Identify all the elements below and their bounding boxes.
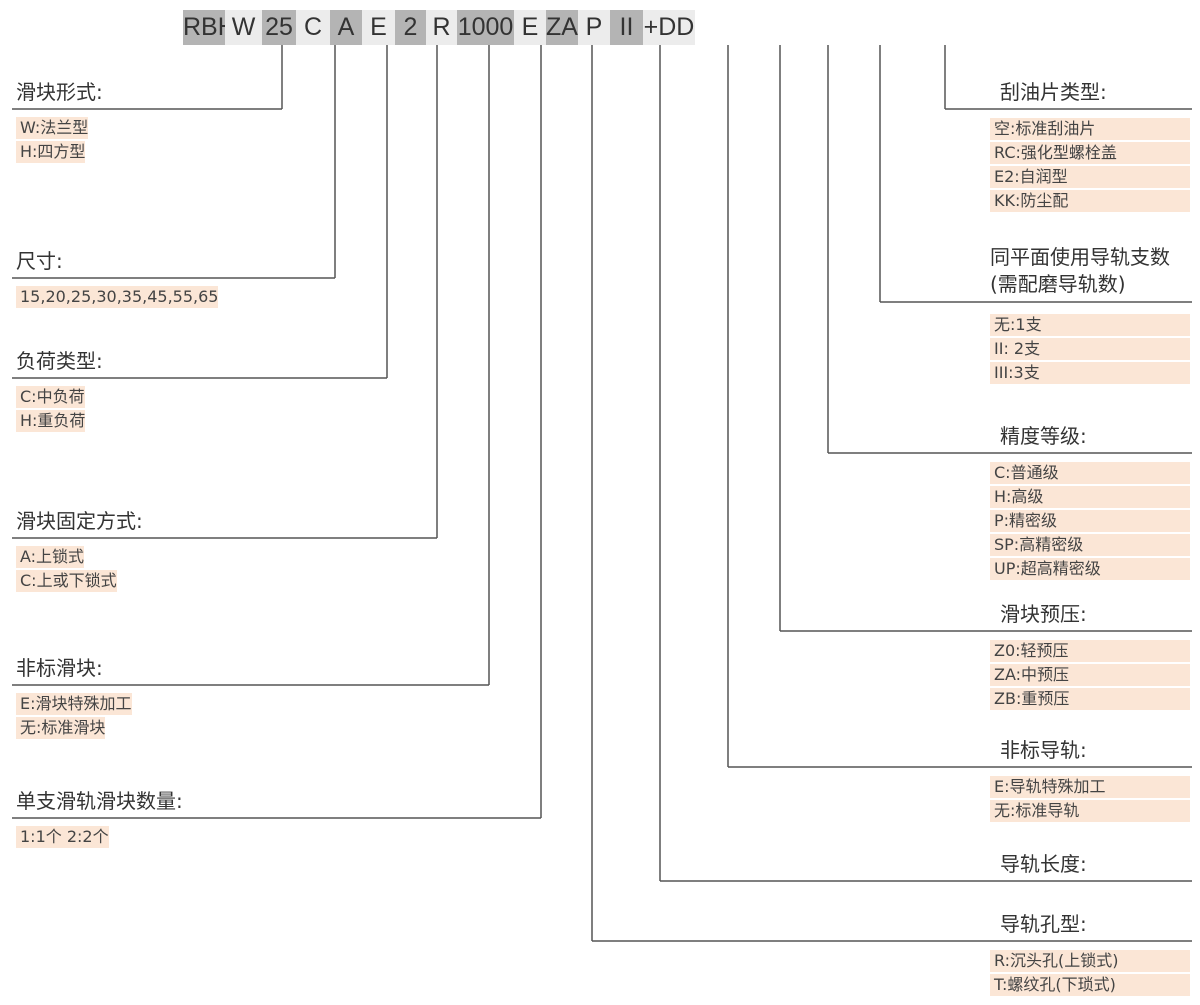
option-item: R:沉头孔(上锁式) [990,950,1190,972]
option-list: 15,20,25,30,35,45,55,65 [16,286,219,310]
code-segment: +DD [643,10,695,45]
group-title: 导轨孔型: [1000,912,1087,936]
group-title: 滑块预压: [1000,602,1087,626]
option-item: E2:自润型 [990,166,1190,188]
option-item: RC:强化型螺栓盖 [990,142,1190,164]
option-item: SP:高精密级 [990,534,1190,556]
option-item: W:法兰型 [16,117,89,139]
code-segment: RBH [183,10,236,45]
option-item: T:螺纹孔(下琐式) [990,974,1190,996]
group-title: 非标导轨: [1000,738,1087,762]
group-title: 滑块固定方式: [16,509,143,533]
option-item: P:精密级 [990,510,1190,532]
code-segment: A [330,10,362,45]
code-segment: ZA [546,10,578,45]
option-item: 无:标准导轨 [990,800,1190,822]
code-segment: II [610,10,643,45]
option-list: 无:1支 II: 2支 III:3支 [990,314,1190,386]
option-item: C:上或下锁式 [16,570,117,592]
option-item: 15,20,25,30,35,45,55,65 [16,286,219,308]
option-list: C:普通级 H:高级 P:精密级 SP:高精密级 UP:超高精密级 [990,462,1190,582]
option-item: 空:标准刮油片 [990,118,1190,140]
code-segment: 2 [395,10,426,45]
option-item: ZB:重预压 [990,688,1190,710]
option-item: 无:标准滑块 [16,717,106,739]
option-item: H:四方型 [16,141,86,163]
group-title: 单支滑轨滑块数量: [16,789,183,813]
group-title: 同平面使用导轨支数 [990,245,1170,269]
option-item: C:中负荷 [16,386,85,408]
option-item: ZA:中预压 [990,664,1190,686]
code-segment: E [514,10,546,45]
group-subtitle: (需配磨导轨数) [990,272,1126,296]
code-segment: 1000 [457,10,514,45]
group-title: 滑块形式: [16,80,103,104]
option-item: 无:1支 [990,314,1190,336]
group-title: 负荷类型: [16,349,103,373]
option-list: W:法兰型 H:四方型 [16,117,89,165]
option-item: H:高级 [990,486,1190,508]
option-item: E:滑块特殊加工 [16,693,132,715]
code-segment: C [296,10,330,45]
code-segment: 25 [262,10,296,45]
option-list: C:中负荷 H:重负荷 [16,386,86,434]
option-item: II: 2支 [990,338,1190,360]
option-list: Z0:轻预压 ZA:中预压 ZB:重预压 [990,640,1190,712]
option-list: E:滑块特殊加工 无:标准滑块 [16,693,132,741]
group-title: 导轨长度: [1000,852,1087,876]
option-list: A:上锁式 C:上或下锁式 [16,546,117,594]
group-title: 尺寸: [16,249,63,273]
option-item: H:重负荷 [16,410,86,432]
option-item: KK:防尘配 [990,190,1190,212]
group-title: 刮油片类型: [1000,80,1107,104]
code-segment: R [426,10,457,45]
code-segment: P [578,10,610,45]
option-item: 1:1个 2:2个 [16,826,109,848]
group-title: 精度等级: [1000,424,1087,448]
option-item: III:3支 [990,362,1190,384]
option-list: 1:1个 2:2个 [16,826,109,850]
option-list: E:导轨特殊加工 无:标准导轨 [990,776,1190,824]
option-item: UP:超高精密级 [990,558,1190,580]
option-item: Z0:轻预压 [990,640,1190,662]
option-item: E:导轨特殊加工 [990,776,1190,798]
option-list: 空:标准刮油片 RC:强化型螺栓盖 E2:自润型 KK:防尘配 [990,118,1190,214]
option-item: A:上锁式 [16,546,85,568]
option-item: C:普通级 [990,462,1190,484]
option-list: R:沉头孔(上锁式) T:螺纹孔(下琐式) [990,950,1190,998]
code-segment: W [225,10,262,45]
group-title: 非标滑块: [16,656,103,680]
code-segment: E [362,10,395,45]
